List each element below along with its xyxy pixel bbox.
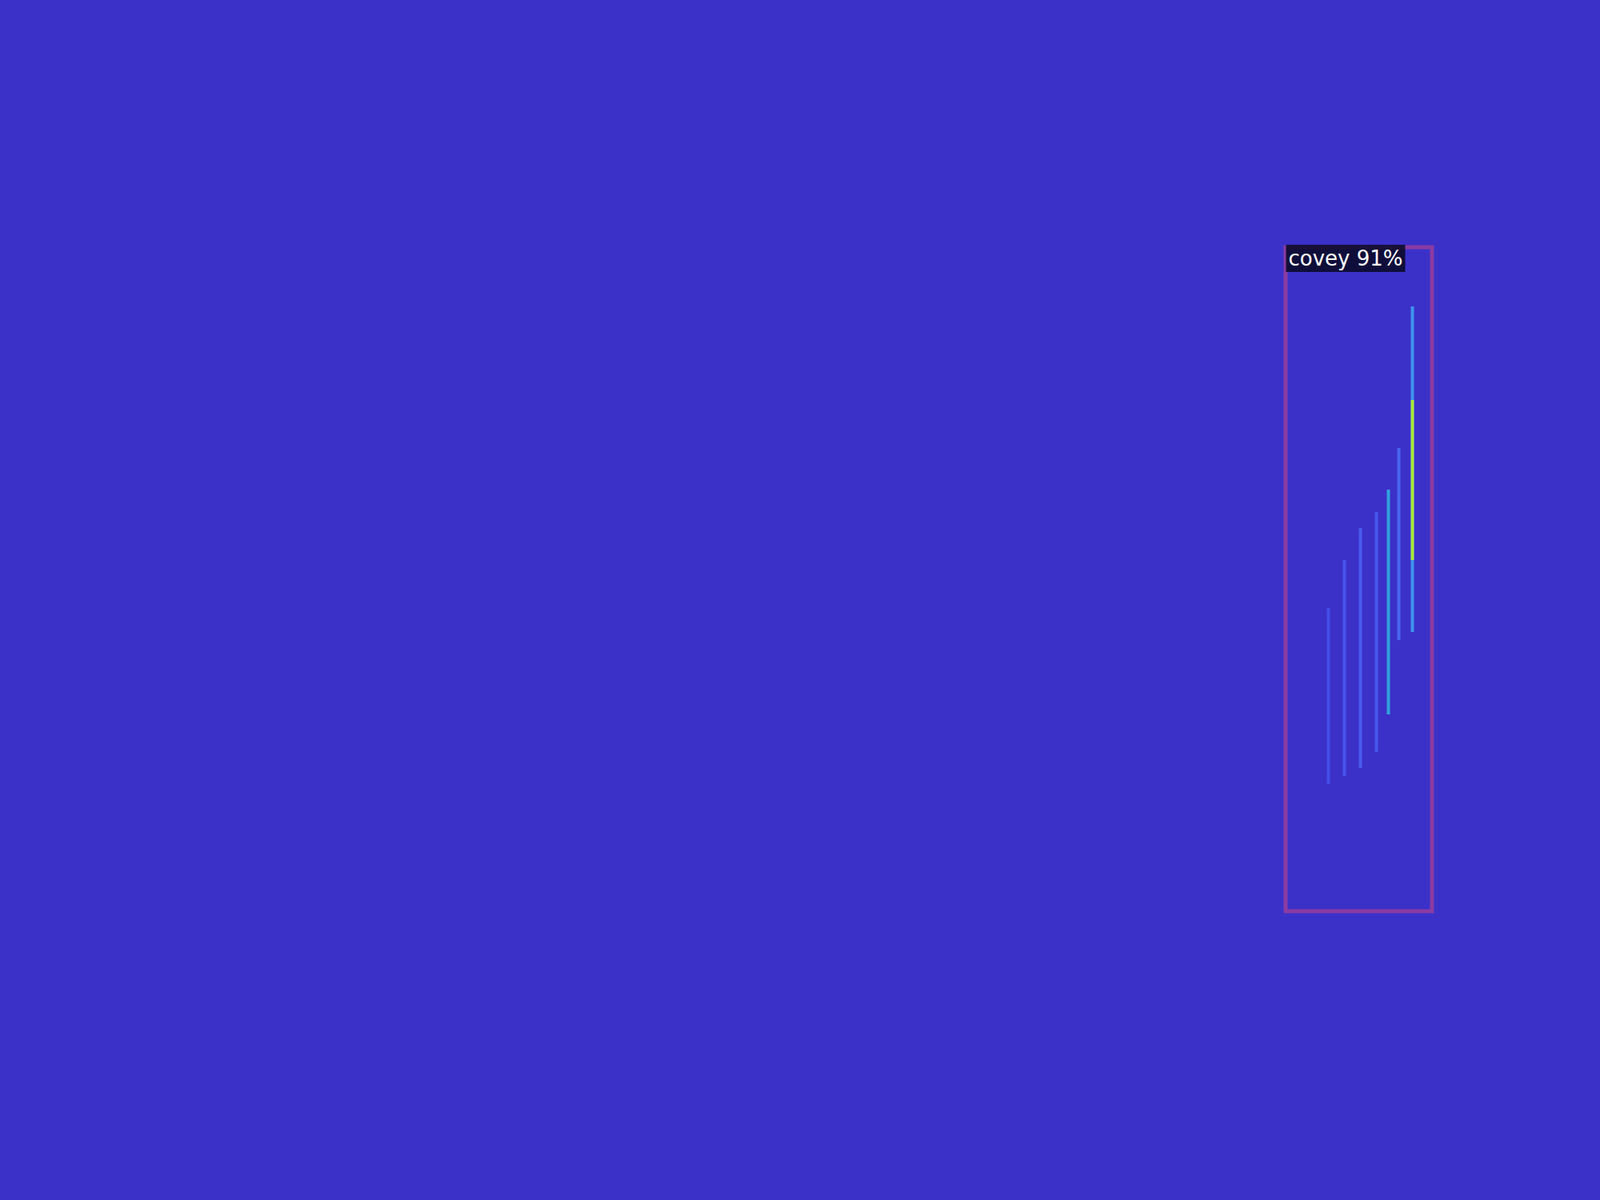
svg-text:covey 91%: covey 91% (1288, 246, 1404, 271)
